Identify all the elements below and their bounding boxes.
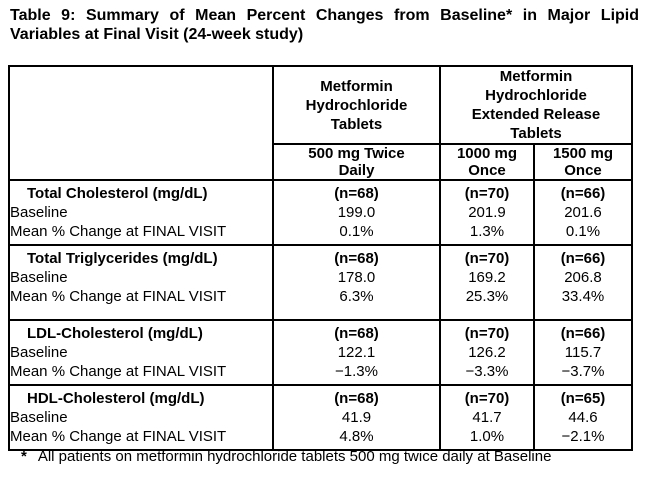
- footnote-asterisk-marker: *: [21, 448, 27, 465]
- table-row: Baseline 41.9 41.7 44.6: [8, 408, 633, 427]
- footnote-text: All patients on metformin hydrochloride …: [37, 448, 552, 465]
- table-row: Mean % Change at FINAL VISIT 0.1% 1.3% 0…: [8, 222, 633, 245]
- mean-change-value: 6.3%: [272, 287, 441, 320]
- baseline-value: 178.0: [272, 268, 441, 287]
- footnote: * All patients on metformin hydrochlorid…: [21, 447, 641, 466]
- n-value: (n=68): [272, 180, 441, 203]
- n-value: (n=66): [533, 180, 633, 203]
- n-value: (n=70): [439, 385, 535, 408]
- baseline-value: 115.7: [533, 343, 633, 362]
- table-row: Mean % Change at FINAL VISIT 6.3% 25.3% …: [8, 287, 633, 320]
- n-value: (n=68): [272, 245, 441, 268]
- header-group-metformin-er: Metformin Hydrochloride Extended Release…: [439, 66, 633, 145]
- baseline-value: 201.9: [439, 203, 535, 222]
- section-label: Total Cholesterol (mg/dL): [8, 180, 274, 203]
- table-row: Baseline 178.0 169.2 206.8: [8, 268, 633, 287]
- lipid-summary-table: Metformin Hydrochloride Tablets Metformi…: [8, 65, 633, 451]
- section-total-cholesterol: Total Cholesterol (mg/dL) (n=68) (n=70) …: [8, 180, 633, 245]
- table-row: Baseline 122.1 126.2 115.7: [8, 343, 633, 362]
- mean-change-value: 1.3%: [439, 222, 535, 245]
- header-dose-1000mg-once: 1000 mg Once: [439, 144, 535, 180]
- row-label-baseline: Baseline: [8, 343, 274, 362]
- section-label: HDL-Cholesterol (mg/dL): [8, 385, 274, 408]
- mean-change-value: 33.4%: [533, 287, 633, 320]
- mean-change-value: 1.0%: [439, 427, 535, 450]
- baseline-value: 41.7: [439, 408, 535, 427]
- table-row: LDL-Cholesterol (mg/dL) (n=68) (n=70) (n…: [8, 320, 633, 343]
- section-label: LDL-Cholesterol (mg/dL): [8, 320, 274, 343]
- n-value: (n=68): [272, 320, 441, 343]
- row-label-mean-change: Mean % Change at FINAL VISIT: [8, 362, 274, 385]
- section-total-triglycerides: Total Triglycerides (mg/dL) (n=68) (n=70…: [8, 245, 633, 320]
- header-blank-cell: [8, 66, 274, 181]
- row-label-mean-change: Mean % Change at FINAL VISIT: [8, 427, 274, 450]
- table-row: Total Cholesterol (mg/dL) (n=68) (n=70) …: [8, 180, 633, 203]
- header-dose-500mg-twice-daily: 500 mg Twice Daily: [272, 144, 441, 180]
- row-label-baseline: Baseline: [8, 408, 274, 427]
- baseline-value: 169.2: [439, 268, 535, 287]
- row-label-baseline: Baseline: [8, 203, 274, 222]
- section-label: Total Triglycerides (mg/dL): [8, 245, 274, 268]
- baseline-value: 122.1: [272, 343, 441, 362]
- section-ldl-cholesterol: LDL-Cholesterol (mg/dL) (n=68) (n=70) (n…: [8, 320, 633, 385]
- table-title-line-1: Table 9: Summary of Mean Percent Changes…: [10, 7, 639, 24]
- baseline-value: 206.8: [533, 268, 633, 287]
- mean-change-value: 4.8%: [272, 427, 441, 450]
- row-label-mean-change: Mean % Change at FINAL VISIT: [8, 222, 274, 245]
- mean-change-value: −2.1%: [533, 427, 633, 450]
- baseline-value: 44.6: [533, 408, 633, 427]
- n-value: (n=70): [439, 245, 535, 268]
- header-dose-row: 500 mg Twice Daily 1000 mg Once 1500 mg …: [9, 144, 633, 180]
- row-label-mean-change: Mean % Change at FINAL VISIT: [8, 287, 274, 320]
- n-value: (n=68): [272, 385, 441, 408]
- table-row: Total Triglycerides (mg/dL) (n=68) (n=70…: [8, 245, 633, 268]
- section-hdl-cholesterol: HDL-Cholesterol (mg/dL) (n=68) (n=70) (n…: [8, 385, 633, 450]
- header-group-row: Metformin Hydrochloride Tablets Metformi…: [8, 66, 633, 181]
- baseline-value: 199.0: [272, 203, 441, 222]
- header-group-metformin-ir: Metformin Hydrochloride Tablets: [272, 66, 441, 145]
- mean-change-value: −3.3%: [439, 362, 535, 385]
- n-value: (n=66): [533, 320, 633, 343]
- table-row: Mean % Change at FINAL VISIT 4.8% 1.0% −…: [8, 427, 633, 450]
- mean-change-value: 0.1%: [533, 222, 633, 245]
- table-title-line-2: Variables at Final Visit (24-week study): [10, 26, 304, 43]
- n-value: (n=66): [533, 245, 633, 268]
- row-label-baseline: Baseline: [8, 268, 274, 287]
- baseline-value: 41.9: [272, 408, 441, 427]
- mean-change-value: −1.3%: [272, 362, 441, 385]
- mean-change-value: 0.1%: [272, 222, 441, 245]
- n-value: (n=70): [439, 320, 535, 343]
- baseline-value: 201.6: [533, 203, 633, 222]
- baseline-value: 126.2: [439, 343, 535, 362]
- n-value: (n=65): [533, 385, 633, 408]
- mean-change-value: −3.7%: [533, 362, 633, 385]
- table-row: HDL-Cholesterol (mg/dL) (n=68) (n=70) (n…: [8, 385, 633, 408]
- table-header: Metformin Hydrochloride Tablets Metformi…: [8, 66, 633, 181]
- n-value: (n=70): [439, 180, 535, 203]
- mean-change-value: 25.3%: [439, 287, 535, 320]
- table-row: Baseline 199.0 201.9 201.6: [8, 203, 633, 222]
- header-dose-1500mg-once: 1500 mg Once: [533, 144, 633, 180]
- table-row: Mean % Change at FINAL VISIT −1.3% −3.3%…: [8, 362, 633, 385]
- table-title: Table 9: Summary of Mean Percent Changes…: [10, 6, 639, 44]
